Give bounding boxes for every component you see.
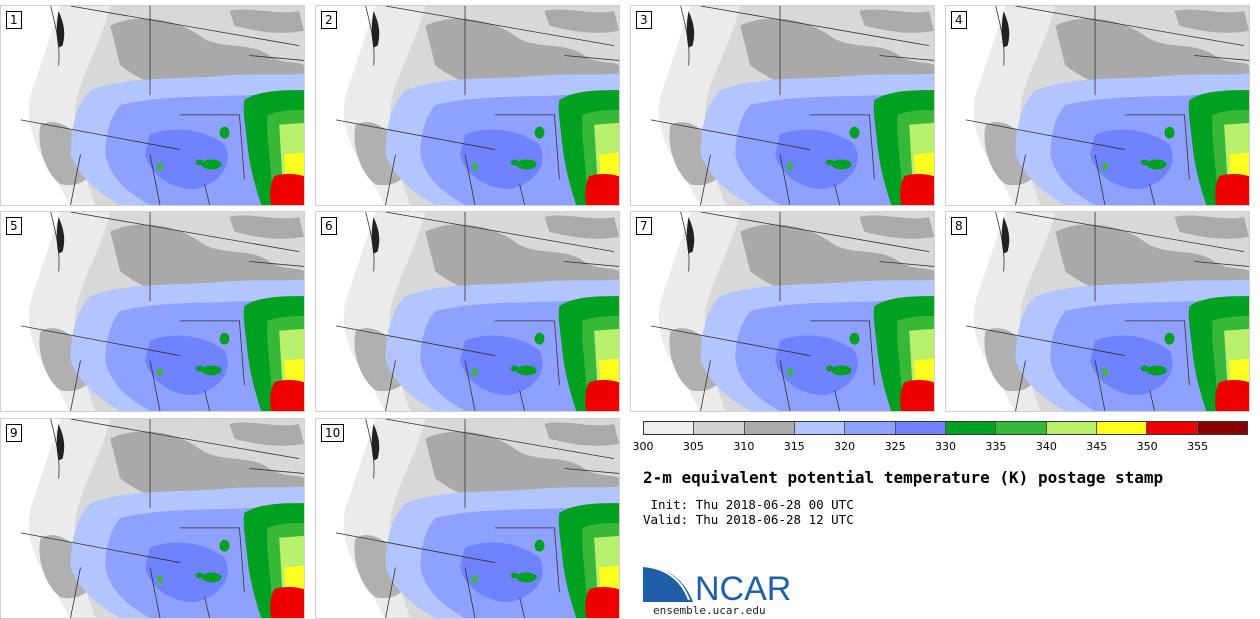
colorbar-swatch	[694, 422, 745, 434]
colorbar	[643, 421, 1248, 435]
colorbar-tick-label: 330	[935, 440, 956, 453]
western-us-theta-e-map-icon	[631, 6, 934, 205]
colorbar-tick-label: 350	[1136, 440, 1158, 453]
colorbar-swatch	[744, 422, 795, 434]
map-panel-8: 8	[945, 211, 1250, 412]
colorbar-swatch	[845, 422, 896, 434]
western-us-theta-e-map-icon	[631, 212, 934, 411]
colorbar-labels: 300 305 310 315 320 325 330 335 340 345 350 355	[633, 440, 1248, 454]
map-panel-1: 1	[0, 5, 305, 206]
panel-number: 2	[321, 11, 337, 29]
western-us-theta-e-map-icon	[946, 6, 1249, 205]
western-us-theta-e-map-icon	[316, 6, 619, 205]
map-panel-7: 7	[630, 211, 935, 412]
map-panel-10: 10	[315, 418, 620, 619]
colorbar-tick-label: 315	[783, 440, 805, 453]
map-panel-4: 4	[945, 5, 1250, 206]
panel-number: 10	[321, 424, 345, 442]
map-panel-2: 2	[315, 5, 620, 206]
colorbar-tick-label: 335	[985, 440, 1007, 453]
colorbar-tick-label: 325	[884, 440, 906, 453]
init-time: Init: Thu 2018-06-28 00 UTC	[643, 497, 854, 512]
site-url: ensemble.ucar.edu	[653, 604, 766, 617]
colorbar-swatch	[794, 422, 846, 434]
panel-number: 7	[636, 217, 652, 235]
western-us-theta-e-map-icon	[946, 212, 1249, 411]
colorbar-tick-label: 300	[632, 440, 654, 453]
svg-text:NCAR: NCAR	[695, 570, 791, 604]
western-us-theta-e-map-icon	[316, 212, 619, 411]
panel-number: 1	[6, 11, 22, 29]
valid-time: Valid: Thu 2018-06-28 12 UTC	[643, 512, 854, 527]
western-us-theta-e-map-icon	[316, 419, 619, 618]
colorbar-swatch	[1147, 422, 1198, 434]
colorbar-tick-label: 340	[1035, 440, 1057, 453]
colorbar-tick-label: 305	[682, 440, 704, 453]
page-title: 2-m equivalent potential temperature (K)…	[643, 468, 1164, 487]
map-panel-3: 3	[630, 5, 935, 206]
colorbar-tick-label: 345	[1086, 440, 1108, 453]
colorbar-tick-label: 355	[1187, 440, 1209, 453]
colorbar-swatch	[895, 422, 946, 434]
panel-number: 3	[636, 11, 652, 29]
colorbar-tick-label: 310	[733, 440, 755, 453]
colorbar-swatch	[644, 422, 695, 434]
ncar-logo: NCAR	[642, 562, 793, 608]
colorbar-swatch	[945, 422, 997, 434]
western-us-theta-e-map-icon	[1, 419, 304, 618]
colorbar-swatch	[1046, 422, 1097, 434]
colorbar-swatch	[996, 422, 1047, 434]
colorbar-swatch	[1197, 422, 1247, 434]
map-panel-9: 9	[0, 418, 305, 619]
panel-number: 8	[951, 217, 967, 235]
panel-number: 4	[951, 11, 967, 29]
panel-number: 9	[6, 424, 22, 442]
map-panel-5: 5	[0, 211, 305, 412]
colorbar-tick-label: 320	[834, 440, 856, 453]
ncar-logo-icon: NCAR	[642, 565, 791, 608]
colorbar-swatch	[1096, 422, 1148, 434]
map-panel-6: 6	[315, 211, 620, 412]
western-us-theta-e-map-icon	[1, 212, 304, 411]
panel-number: 5	[6, 217, 22, 235]
panel-number: 6	[321, 217, 337, 235]
western-us-theta-e-map-icon	[1, 6, 304, 205]
